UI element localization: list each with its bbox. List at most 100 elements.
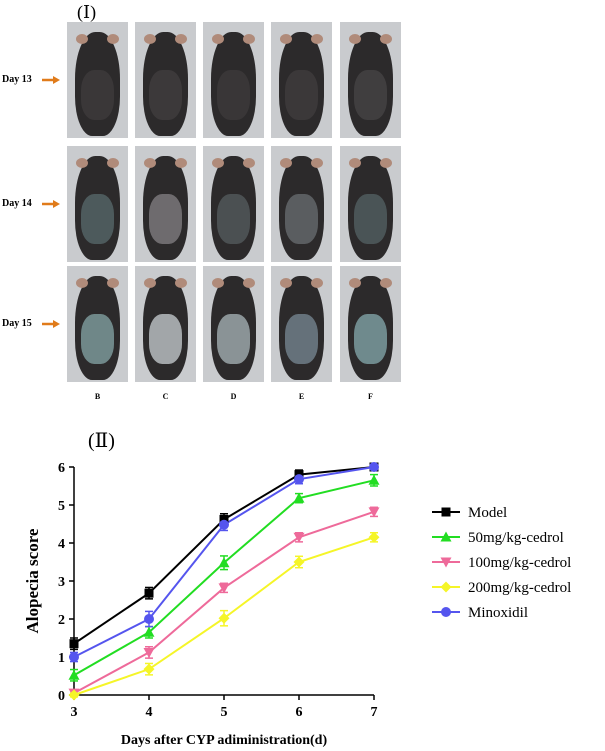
y-tick-label: 6 (58, 461, 65, 476)
mouse-ear (243, 34, 255, 44)
legend-entry: Model (468, 505, 507, 521)
data-point (293, 556, 305, 568)
y-tick-label: 1 (58, 651, 65, 666)
mouse-photo (340, 146, 401, 262)
shaved-patch (217, 70, 250, 120)
mouse-ear (76, 278, 88, 288)
mouse-ear (76, 34, 88, 44)
mouse-ear (76, 158, 88, 168)
mouse-ear (144, 158, 156, 168)
data-point (218, 557, 230, 568)
data-point (219, 519, 229, 530)
data-point (368, 474, 380, 485)
mouse-photo (67, 146, 128, 262)
mouse-ear (212, 158, 224, 168)
mouse-photo (271, 266, 332, 382)
mouse-ear (107, 34, 119, 44)
mouse-ear (311, 34, 323, 44)
day-label: Day 14 (2, 198, 32, 209)
shaved-patch (81, 314, 114, 364)
mouse-ear (311, 278, 323, 288)
mouse-ear (280, 278, 292, 288)
shaved-patch (149, 70, 182, 120)
arrow-right-icon (42, 200, 60, 208)
panel-one-label: (Ⅰ) (77, 2, 97, 22)
shaved-patch (217, 314, 250, 364)
mouse-ear (212, 278, 224, 288)
day-label: Day 15 (2, 318, 32, 329)
data-point (294, 474, 304, 485)
mouse-ear (107, 278, 119, 288)
mouse-ear (175, 34, 187, 44)
series-line (73, 510, 375, 694)
mouse-photo (203, 22, 264, 138)
mouse-ear (349, 158, 361, 168)
mouse-photo (67, 22, 128, 138)
group-label: D (230, 392, 237, 401)
mouse-photo (203, 266, 264, 382)
data-point (144, 588, 154, 598)
y-tick-label: 3 (58, 575, 65, 590)
shaved-patch (81, 194, 114, 244)
panel-two-label: (Ⅱ) (88, 430, 115, 452)
y-tick-label: 2 (58, 613, 65, 628)
shaved-patch (149, 314, 182, 364)
legend-marker (440, 557, 452, 568)
shaved-patch (354, 194, 387, 244)
data-point (369, 462, 379, 472)
data-point (218, 612, 230, 624)
shaved-patch (354, 314, 387, 364)
mouse-ear (380, 278, 392, 288)
mouse-photo (135, 266, 196, 382)
data-point (293, 492, 305, 503)
data-point (218, 583, 230, 594)
mouse-photo (340, 266, 401, 382)
mouse-ear (107, 158, 119, 168)
mouse-photo (67, 266, 128, 382)
group-label: B (94, 392, 101, 401)
mouse-ear (280, 34, 292, 44)
mouse-ear (175, 158, 187, 168)
mouse-ear (380, 158, 392, 168)
mouse-ear (144, 34, 156, 44)
day-label: Day 13 (2, 74, 32, 85)
series-line (73, 479, 375, 677)
legend-entry: 50mg/kg-cedrol (468, 530, 564, 546)
group-label: E (298, 392, 305, 401)
x-axis-label: Days after CYP adiministration(d) (121, 733, 328, 748)
data-point (368, 531, 380, 543)
mouse-photo (271, 22, 332, 138)
x-tick-label: 7 (371, 705, 378, 720)
group-label: F (368, 392, 373, 401)
mouse-photo (135, 146, 196, 262)
shaved-patch (285, 194, 318, 244)
data-point (144, 614, 154, 624)
shaved-patch (149, 194, 182, 244)
y-axis-label: Alopecia score (23, 528, 42, 633)
x-tick-label: 4 (146, 705, 153, 720)
data-point (368, 507, 380, 518)
data-point (143, 626, 155, 637)
mouse-ear (175, 278, 187, 288)
mouse-photo (340, 22, 401, 138)
group-label: C (162, 392, 169, 401)
mouse-photo (203, 146, 264, 262)
x-tick-label: 3 (71, 705, 78, 720)
arrow-right-icon (42, 76, 60, 84)
arrow-right-icon (42, 320, 60, 328)
legend-marker (441, 607, 451, 617)
y-tick-label: 0 (58, 689, 65, 704)
x-tick-label: 6 (296, 705, 303, 720)
data-point (143, 663, 155, 675)
data-point (69, 639, 79, 649)
mouse-ear (243, 158, 255, 168)
legend-marker (440, 531, 452, 542)
y-tick-label: 5 (58, 499, 65, 514)
shaved-patch (81, 70, 114, 120)
data-point (69, 652, 79, 662)
mouse-ear (380, 34, 392, 44)
mouse-ear (212, 34, 224, 44)
legend-marker (441, 507, 451, 517)
y-tick-label: 4 (58, 537, 65, 552)
